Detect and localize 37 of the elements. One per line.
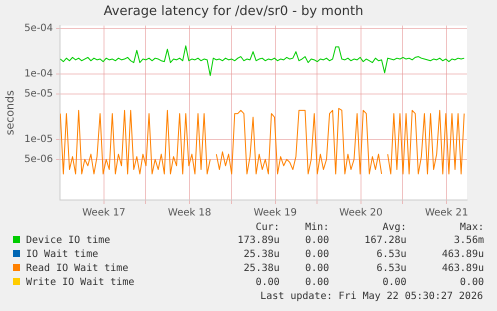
text: 0.00	[304, 262, 330, 276]
text: 25.38u	[242, 262, 280, 276]
text: Avg:	[381, 222, 407, 234]
y-axis-title: seconds	[3, 90, 16, 136]
text: 6.53u	[375, 248, 407, 262]
legend-label: IO Wait time	[25, 248, 100, 262]
x-tick-label: Week 20	[339, 208, 383, 219]
y-tick-label: 5e-05	[24, 88, 54, 100]
text: Cur:	[254, 222, 280, 234]
text: Last update: Fri May 22 05:30:27 2026	[259, 290, 484, 304]
x-tick-label: Week 18	[168, 208, 212, 219]
text: 463.89u	[440, 248, 484, 262]
legend-label: Read IO Wait time	[25, 262, 130, 276]
text: 6.53u	[375, 262, 407, 276]
text: 0.00	[381, 276, 407, 290]
text: 0.00	[304, 276, 330, 290]
x-tick-label: Week 17	[82, 208, 126, 219]
text: 173.89u	[236, 234, 280, 248]
legend-label: Device IO time	[25, 234, 112, 248]
y-tick-label: 1e-05	[24, 134, 54, 146]
text: Max:	[458, 222, 484, 234]
text: 25.38u	[242, 248, 280, 262]
text: 0.00	[458, 276, 484, 290]
text: 167.28u	[363, 234, 407, 248]
y-tick-label: 5e-04	[24, 22, 54, 34]
text: Min:	[304, 222, 330, 234]
x-tick-label: Week 21	[424, 208, 468, 219]
y-tick-label: 5e-06	[24, 154, 54, 165]
legend-label: Write IO Wait time	[25, 276, 136, 290]
text: 0.00	[304, 234, 330, 248]
y-tick-label: 1e-04	[24, 68, 54, 80]
text: 0.00	[254, 276, 280, 290]
chart-title: Average latency for /dev/sr0 - by month	[104, 4, 364, 20]
text: 463.89u	[440, 262, 484, 276]
text: 3.56m	[452, 234, 484, 248]
text: 0.00	[304, 248, 330, 262]
x-tick-label: Week 19	[254, 208, 297, 219]
